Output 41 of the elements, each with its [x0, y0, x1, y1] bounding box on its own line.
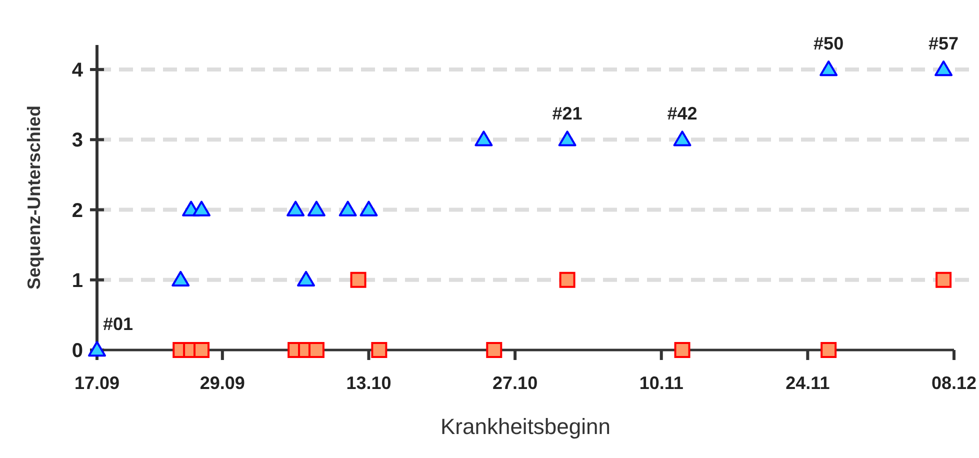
point	[297, 270, 316, 286]
point	[88, 341, 106, 357]
point	[194, 342, 210, 358]
annotation: #42	[667, 104, 698, 124]
x-tick-label: 08.12	[931, 372, 977, 393]
y-tick-label: 2	[72, 200, 83, 222]
y-tick-label: 1	[72, 270, 83, 292]
point	[286, 200, 305, 216]
point	[192, 200, 211, 216]
point	[559, 272, 576, 288]
y-tick-label: 0	[72, 340, 83, 362]
annotation: #50	[814, 34, 844, 54]
x-tick-label: 27.10	[492, 372, 538, 393]
x-tick-label: 29.09	[200, 372, 245, 393]
y-tick-label: 4	[72, 60, 84, 82]
point	[934, 60, 953, 76]
annotation: #01	[103, 314, 134, 334]
x-tick-label: 17.09	[74, 372, 120, 393]
point	[350, 272, 366, 288]
point	[820, 342, 837, 358]
point	[308, 342, 324, 358]
y-axis-title: Sequenz-Unterschied	[24, 105, 44, 290]
x-axis-title: Krankheitsbeginn	[440, 414, 611, 439]
point	[673, 130, 692, 146]
point	[307, 200, 326, 216]
x-tick-label: 13.10	[346, 372, 392, 393]
annotation: #21	[552, 104, 582, 124]
point	[172, 270, 190, 286]
point	[820, 60, 838, 76]
point	[371, 342, 388, 358]
point	[338, 200, 357, 216]
x-tick-label: 24.11	[786, 372, 830, 393]
point	[558, 130, 576, 146]
annotation: #57	[928, 34, 959, 54]
point	[360, 200, 378, 216]
point	[674, 342, 690, 358]
point	[474, 130, 493, 146]
x-tick-label: 10.11	[639, 372, 684, 393]
point	[486, 342, 502, 358]
y-tick-label: 3	[72, 130, 83, 152]
point	[936, 272, 952, 288]
